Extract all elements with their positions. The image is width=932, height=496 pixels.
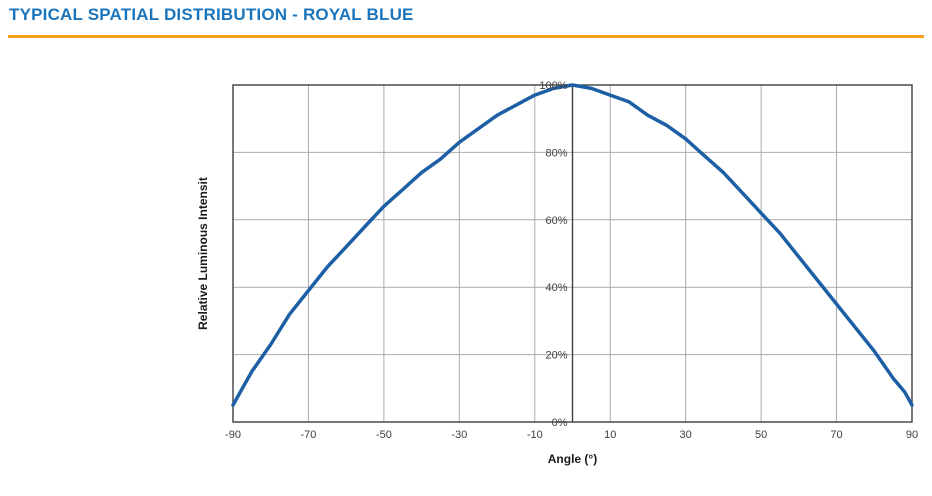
- x-tick-label: -90: [225, 429, 241, 441]
- y-tick-label: 60%: [545, 215, 567, 227]
- x-tick-label: 50: [755, 429, 767, 441]
- x-tick-label: -30: [451, 429, 467, 441]
- x-tick-label: 10: [604, 429, 616, 441]
- page-title: TYPICAL SPATIAL DISTRIBUTION - ROYAL BLU…: [9, 5, 414, 24]
- y-tick-label: 20%: [545, 350, 567, 362]
- title-underline: [8, 35, 924, 38]
- y-tick-label: 40%: [545, 282, 567, 294]
- y-tick-label: 80%: [545, 147, 567, 159]
- y-axis-title: Relative Luminous Intensit: [196, 177, 210, 330]
- x-tick-label: 90: [906, 429, 918, 441]
- x-tick-label: 70: [830, 429, 842, 441]
- x-tick-label: 30: [680, 429, 692, 441]
- x-tick-label: -10: [527, 429, 543, 441]
- x-tick-label: -70: [300, 429, 316, 441]
- x-tick-label: -50: [376, 429, 392, 441]
- x-axis-title: Angle (°): [548, 452, 597, 466]
- y-tick-label: 0%: [552, 417, 568, 429]
- series-line: [231, 83, 914, 407]
- y-tick-label: 100%: [539, 80, 567, 92]
